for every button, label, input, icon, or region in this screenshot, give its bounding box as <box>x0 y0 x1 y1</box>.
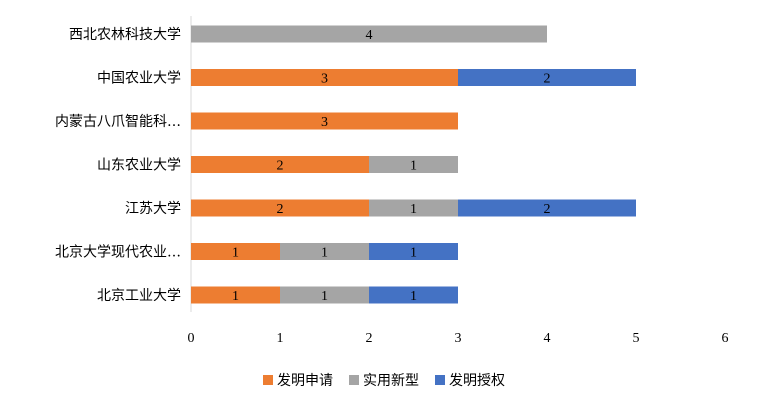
data-label: 3 <box>321 72 328 87</box>
legend-label: 实用新型 <box>363 373 419 389</box>
data-label: 2 <box>277 159 284 174</box>
bar-segment-2 <box>280 286 369 304</box>
legend-swatch <box>263 375 273 385</box>
data-label: 1 <box>321 289 328 304</box>
x-tick-label: 3 <box>455 331 462 346</box>
category-label: 江苏大学 <box>125 201 181 217</box>
data-label: 1 <box>410 202 417 217</box>
bar-segment-2 <box>369 156 458 173</box>
bar-segment-3 <box>458 69 636 86</box>
x-tick-label: 4 <box>544 331 551 346</box>
category-label: 西北农林科技大学 <box>69 27 181 43</box>
category-label: 中国农业大学 <box>97 71 181 87</box>
category-label: 北京工业大学 <box>97 288 181 304</box>
x-tick-label: 6 <box>722 331 729 346</box>
bar-segment-3 <box>369 243 458 260</box>
data-label: 2 <box>544 72 551 87</box>
data-label: 4 <box>366 28 373 43</box>
data-label: 2 <box>544 202 551 217</box>
legend-label: 发明申请 <box>277 373 333 389</box>
data-label: 2 <box>277 202 284 217</box>
x-tick-label: 0 <box>188 331 195 346</box>
legend-label: 发明授权 <box>449 373 505 389</box>
x-tick-label: 2 <box>366 331 373 346</box>
data-label: 1 <box>232 289 239 304</box>
legend-swatch <box>435 375 445 385</box>
x-tick-label: 1 <box>277 331 284 346</box>
category-label: 北京大学现代农业… <box>55 245 181 261</box>
bar-segment-2 <box>191 25 547 43</box>
bar-segment-2 <box>280 243 369 260</box>
bar-segment-2 <box>369 199 458 217</box>
legend-swatch <box>349 375 359 385</box>
x-tick-label: 5 <box>633 331 640 346</box>
data-label: 1 <box>410 159 417 174</box>
bar-segment-3 <box>458 199 636 217</box>
data-label: 1 <box>410 289 417 304</box>
bar-segment-1 <box>191 286 280 304</box>
category-label: 内蒙古八爪智能科… <box>55 114 181 130</box>
bar-segment-1 <box>191 112 458 130</box>
bar-segment-1 <box>191 69 458 86</box>
category-label: 山东农业大学 <box>97 158 181 174</box>
bar-segment-1 <box>191 156 369 173</box>
data-label: 1 <box>410 246 417 261</box>
bar-segment-3 <box>369 286 458 304</box>
data-label: 3 <box>321 115 328 130</box>
data-label: 1 <box>321 246 328 261</box>
data-label: 1 <box>232 246 239 261</box>
bar-segment-1 <box>191 243 280 260</box>
bar-segment-1 <box>191 199 369 217</box>
